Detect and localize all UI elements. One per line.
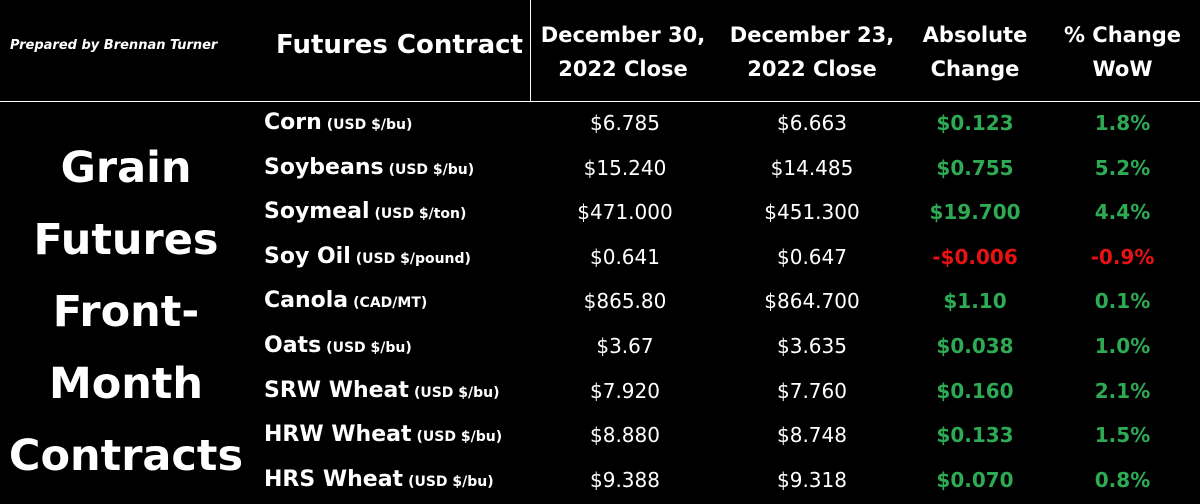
- absolute-header-line2: Change: [930, 57, 1020, 81]
- table-row: HRS Wheat (USD $/bu) $9.388 $9.318 $0.070 0.8…: [0, 458, 1200, 502]
- table-row: Soybeans (USD $/bu) $15.240 $14.485 $0.755 5.…: [0, 146, 1200, 190]
- contract-name: Soymeal (USD $/ton): [264, 190, 466, 236]
- contract-unit: (USD $/bu): [416, 429, 503, 446]
- dec30-header-line1: December 30,: [540, 23, 706, 47]
- contract-name-text: Oats: [264, 333, 322, 358]
- dec30-close-value: $15.240: [583, 155, 667, 180]
- contract-unit: (USD $/bu): [326, 340, 412, 356]
- pct-header-line1: % Change: [1063, 23, 1182, 47]
- dec23-close-value: $6.663: [777, 111, 847, 135]
- pct-change-value: 1.0%: [1094, 334, 1151, 358]
- dec23-close-value: $14.485: [770, 155, 854, 180]
- dec23-close-value: $451.300: [764, 200, 860, 225]
- absolute-change-value: $0.755: [936, 155, 1014, 180]
- pct-change-value: 2.1%: [1094, 378, 1151, 403]
- header-divider-vertical: [530, 0, 531, 101]
- contract-unit: (USD $/bu): [413, 384, 500, 401]
- side-title-line: Month: [48, 359, 204, 409]
- table-row: Corn (USD $/bu) $6.785 $6.663 $0.123 1.8%: [0, 101, 1200, 145]
- dec30-close-value: $865.80: [583, 289, 667, 314]
- dec23-close-value: $0.647: [777, 244, 847, 269]
- contract-name-text: HRS Wheat: [264, 466, 404, 492]
- contract-name: Soybeans (USD $/bu): [264, 146, 474, 192]
- dec30-close-value: $9.388: [590, 467, 660, 492]
- contract-name-text: SRW Wheat: [264, 377, 409, 403]
- pct-change-value: 1.8%: [1094, 111, 1151, 135]
- table-row: Soymeal (USD $/ton) $471.000 $451.300 $19.70…: [0, 190, 1200, 234]
- contract-name-text: HRW Wheat: [264, 422, 412, 448]
- contract-name-text: Corn: [264, 110, 322, 135]
- header-divider-horizontal: [0, 101, 1200, 102]
- contract-unit: (USD $/bu): [326, 117, 413, 133]
- side-title-line: Front-: [52, 287, 200, 337]
- dec23-close-value: $7.760: [777, 378, 847, 403]
- contract-name: HRW Wheat (USD $/bu): [264, 413, 502, 459]
- dec30-close-value: $7.920: [590, 378, 660, 403]
- dec30-close-value: $6.785: [590, 111, 660, 135]
- contract-name: Canola (CAD/MT): [264, 279, 427, 325]
- dec23-close-value: $3.635: [777, 334, 847, 358]
- dec30-close-value: $471.000: [577, 200, 673, 225]
- pct-change-header: % Change WoW: [1050, 18, 1195, 86]
- pct-change-value: -0.9%: [1090, 244, 1155, 269]
- dec23-close-value: $9.318: [777, 467, 847, 492]
- contract-name: Corn (USD $/bu): [264, 101, 412, 147]
- pct-change-value: 1.5%: [1094, 423, 1151, 448]
- contract-unit: (USD $/bu): [408, 473, 494, 490]
- contract-name-text: Canola: [264, 288, 349, 314]
- futures-contract-header: Futures Contract: [276, 30, 523, 60]
- dec30-header-line2: 2022 Close: [558, 57, 688, 81]
- contract-name: SRW Wheat (USD $/bu): [264, 369, 500, 415]
- absolute-change-header: Absolute Change: [905, 18, 1045, 86]
- table-row: SRW Wheat (USD $/bu) $7.920 $7.760 $0.160 2.1…: [0, 369, 1200, 413]
- dec23-header-line2: 2022 Close: [747, 57, 877, 81]
- absolute-change-value: $19.700: [929, 200, 1021, 225]
- pct-change-value: 0.8%: [1094, 467, 1151, 492]
- dec23-close-header: December 23, 2022 Close: [722, 18, 902, 86]
- dec23-close-value: $864.700: [764, 289, 860, 314]
- contract-name-text: Soy Oil: [264, 243, 351, 269]
- pct-header-line2: WoW: [1092, 57, 1153, 81]
- absolute-change-value: -$0.006: [932, 244, 1018, 269]
- dec23-close-value: $8.748: [777, 423, 847, 448]
- contract-name: HRS Wheat (USD $/bu): [264, 458, 494, 504]
- absolute-change-value: $0.038: [936, 334, 1014, 358]
- contract-unit: (CAD/MT): [353, 295, 428, 312]
- dec30-close-value: $8.880: [590, 423, 660, 448]
- contract-name-text: Soybeans: [264, 154, 384, 180]
- absolute-header-line1: Absolute: [922, 23, 1028, 47]
- absolute-change-value: $0.070: [936, 467, 1014, 492]
- side-title: Grain Futures Front- Month Contracts: [6, 132, 246, 492]
- contract-name-text: Soymeal: [264, 199, 370, 225]
- side-title-line: Futures: [33, 215, 219, 265]
- table-row: HRW Wheat (USD $/bu) $8.880 $8.748 $0.133 1.5…: [0, 413, 1200, 457]
- dec30-close-value: $0.641: [590, 244, 660, 269]
- table-row: Soy Oil (USD $/pound) $0.641 $0.647 -$0.006 -…: [0, 235, 1200, 279]
- contract-unit: (USD $/ton): [374, 206, 467, 223]
- dec30-close-value: $3.67: [596, 334, 654, 358]
- absolute-change-value: $0.160: [936, 378, 1014, 403]
- contract-name: Oats (USD $/bu): [264, 324, 412, 370]
- absolute-change-value: $0.123: [936, 111, 1014, 135]
- pct-change-value: 5.2%: [1094, 155, 1151, 180]
- contract-name: Soy Oil (USD $/pound): [264, 235, 471, 281]
- side-title-line: Contracts: [8, 431, 244, 481]
- dec23-header-line1: December 23,: [729, 23, 895, 47]
- side-title-line: Grain: [60, 143, 192, 193]
- table-row: Oats (USD $/bu) $3.67 $3.635 $0.038 1.0%: [0, 324, 1200, 368]
- absolute-change-value: $0.133: [936, 423, 1014, 448]
- pct-change-value: 0.1%: [1094, 289, 1151, 314]
- pct-change-value: 4.4%: [1094, 200, 1151, 225]
- dec30-close-header: December 30, 2022 Close: [537, 18, 709, 86]
- contract-unit: (USD $/bu): [388, 161, 475, 178]
- contract-unit: (USD $/pound): [355, 250, 471, 267]
- prepared-by-credit: Prepared by Brennan Turner: [10, 38, 218, 53]
- table-row: Canola (CAD/MT) $865.80 $864.700 $1.10 0.1%: [0, 279, 1200, 323]
- absolute-change-value: $1.10: [943, 289, 1007, 314]
